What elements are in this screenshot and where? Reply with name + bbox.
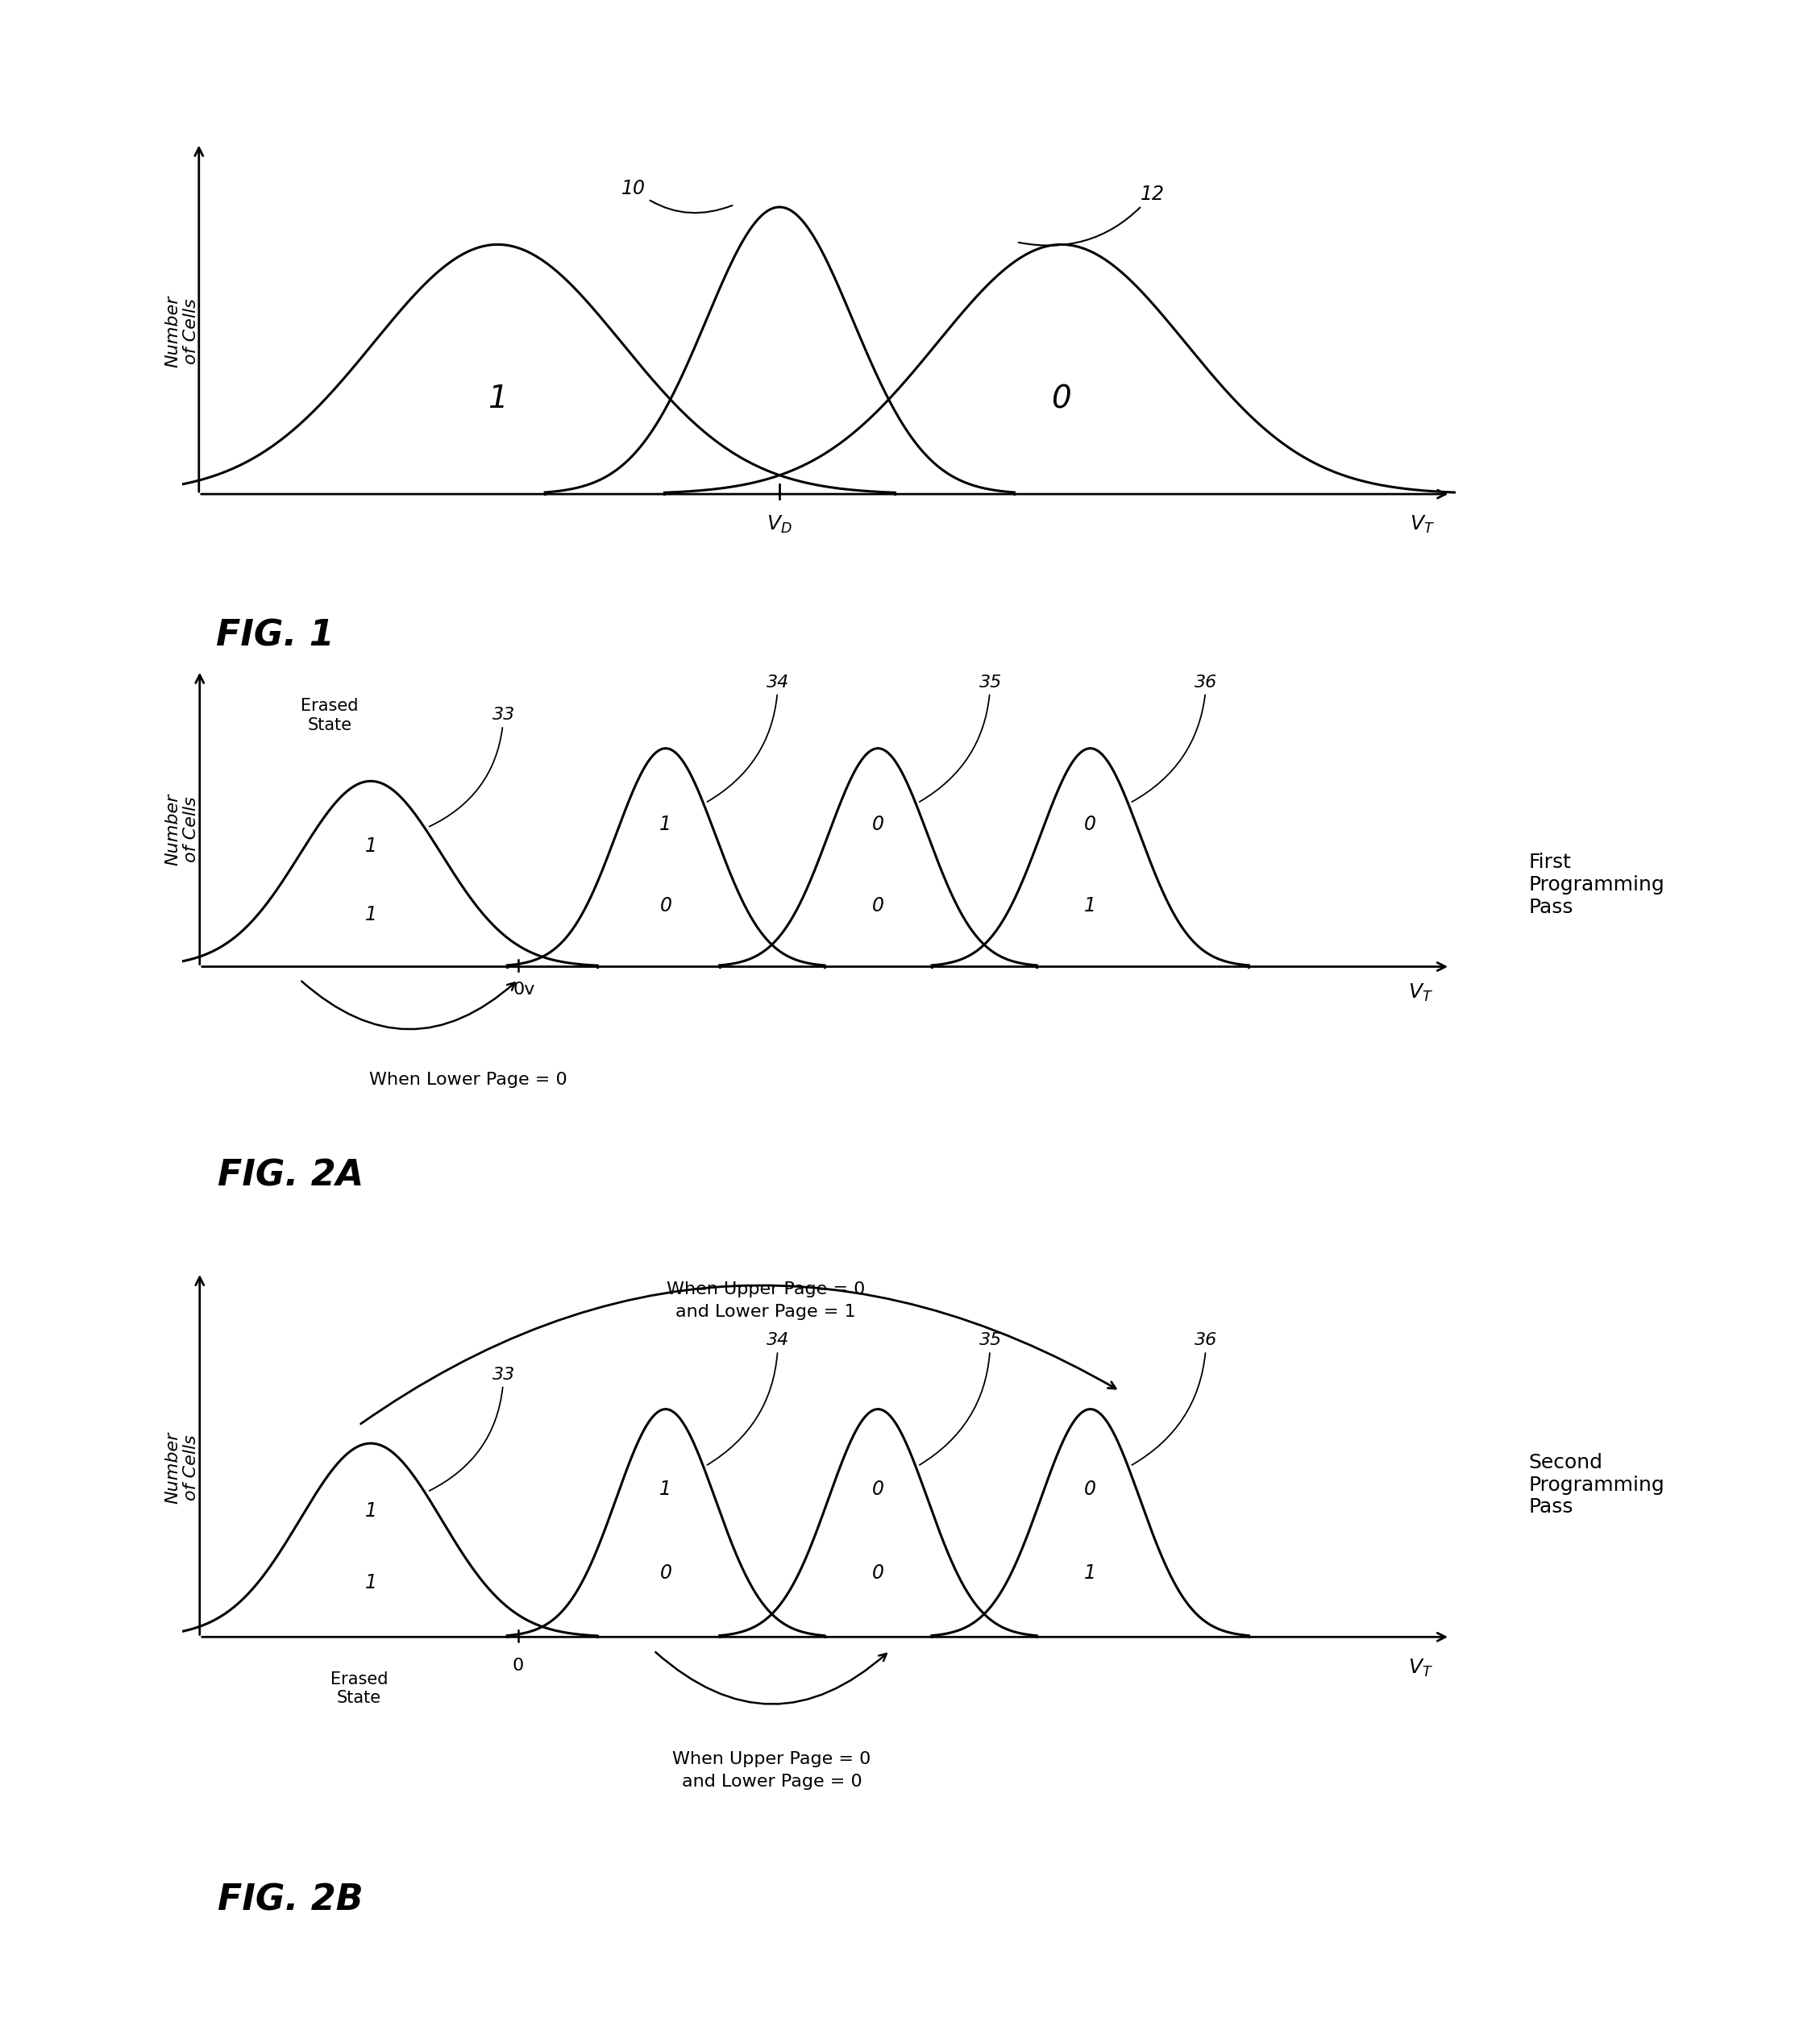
Text: 1: 1 bbox=[488, 384, 508, 415]
Text: 34: 34 bbox=[708, 1332, 790, 1464]
Text: 0: 0 bbox=[872, 816, 885, 834]
Text: $V_T$: $V_T$ bbox=[1409, 982, 1432, 1003]
Text: $V_T$: $V_T$ bbox=[1411, 515, 1434, 535]
Text: 1: 1 bbox=[364, 905, 377, 923]
Text: First
Programming
Pass: First Programming Pass bbox=[1529, 852, 1665, 917]
Text: 1: 1 bbox=[1085, 895, 1096, 915]
Text: 1: 1 bbox=[364, 836, 377, 856]
Text: 0: 0 bbox=[872, 1564, 885, 1582]
Text: 10: 10 bbox=[622, 179, 732, 214]
Text: 33: 33 bbox=[430, 708, 515, 826]
Text: $V_D$: $V_D$ bbox=[766, 515, 792, 535]
Text: 0: 0 bbox=[1052, 384, 1072, 415]
Text: Second
Programming
Pass: Second Programming Pass bbox=[1529, 1452, 1665, 1517]
Text: 1: 1 bbox=[1085, 1564, 1096, 1582]
Text: $V_T$: $V_T$ bbox=[1409, 1658, 1432, 1678]
Text: When Upper Page = 0
and Lower Page = 1: When Upper Page = 0 and Lower Page = 1 bbox=[666, 1281, 864, 1320]
Text: Number
of Cells: Number of Cells bbox=[164, 295, 200, 368]
Text: 35: 35 bbox=[919, 675, 1001, 801]
Text: 33: 33 bbox=[430, 1367, 515, 1491]
Text: Erased
State: Erased State bbox=[300, 698, 359, 732]
Text: 1: 1 bbox=[659, 1479, 672, 1499]
Text: 0: 0 bbox=[659, 895, 672, 915]
Text: 0: 0 bbox=[1085, 816, 1096, 834]
Text: 36: 36 bbox=[1132, 675, 1218, 801]
Text: 0: 0 bbox=[872, 895, 885, 915]
Text: 0: 0 bbox=[659, 1564, 672, 1582]
Text: When Lower Page = 0: When Lower Page = 0 bbox=[369, 1072, 568, 1088]
Text: 0: 0 bbox=[1085, 1479, 1096, 1499]
Text: 36: 36 bbox=[1132, 1332, 1218, 1464]
Text: FIG. 2B: FIG. 2B bbox=[217, 1883, 362, 1918]
Text: FIG. 2A: FIG. 2A bbox=[217, 1159, 364, 1194]
Text: Number
of Cells: Number of Cells bbox=[164, 793, 200, 864]
Text: 0: 0 bbox=[513, 1658, 524, 1674]
Text: 1: 1 bbox=[364, 1501, 377, 1521]
Text: 1: 1 bbox=[659, 816, 672, 834]
Text: 0: 0 bbox=[872, 1479, 885, 1499]
Text: Erased
State: Erased State bbox=[329, 1672, 388, 1707]
Text: 35: 35 bbox=[919, 1332, 1001, 1464]
Text: FIG. 1: FIG. 1 bbox=[217, 618, 335, 653]
Text: 1: 1 bbox=[364, 1572, 377, 1593]
Text: 34: 34 bbox=[708, 675, 790, 801]
Text: 0v: 0v bbox=[513, 982, 535, 999]
Text: 12: 12 bbox=[1019, 185, 1165, 246]
Text: When Upper Page = 0
and Lower Page = 0: When Upper Page = 0 and Lower Page = 0 bbox=[673, 1751, 872, 1790]
Text: Number
of Cells: Number of Cells bbox=[164, 1432, 200, 1503]
